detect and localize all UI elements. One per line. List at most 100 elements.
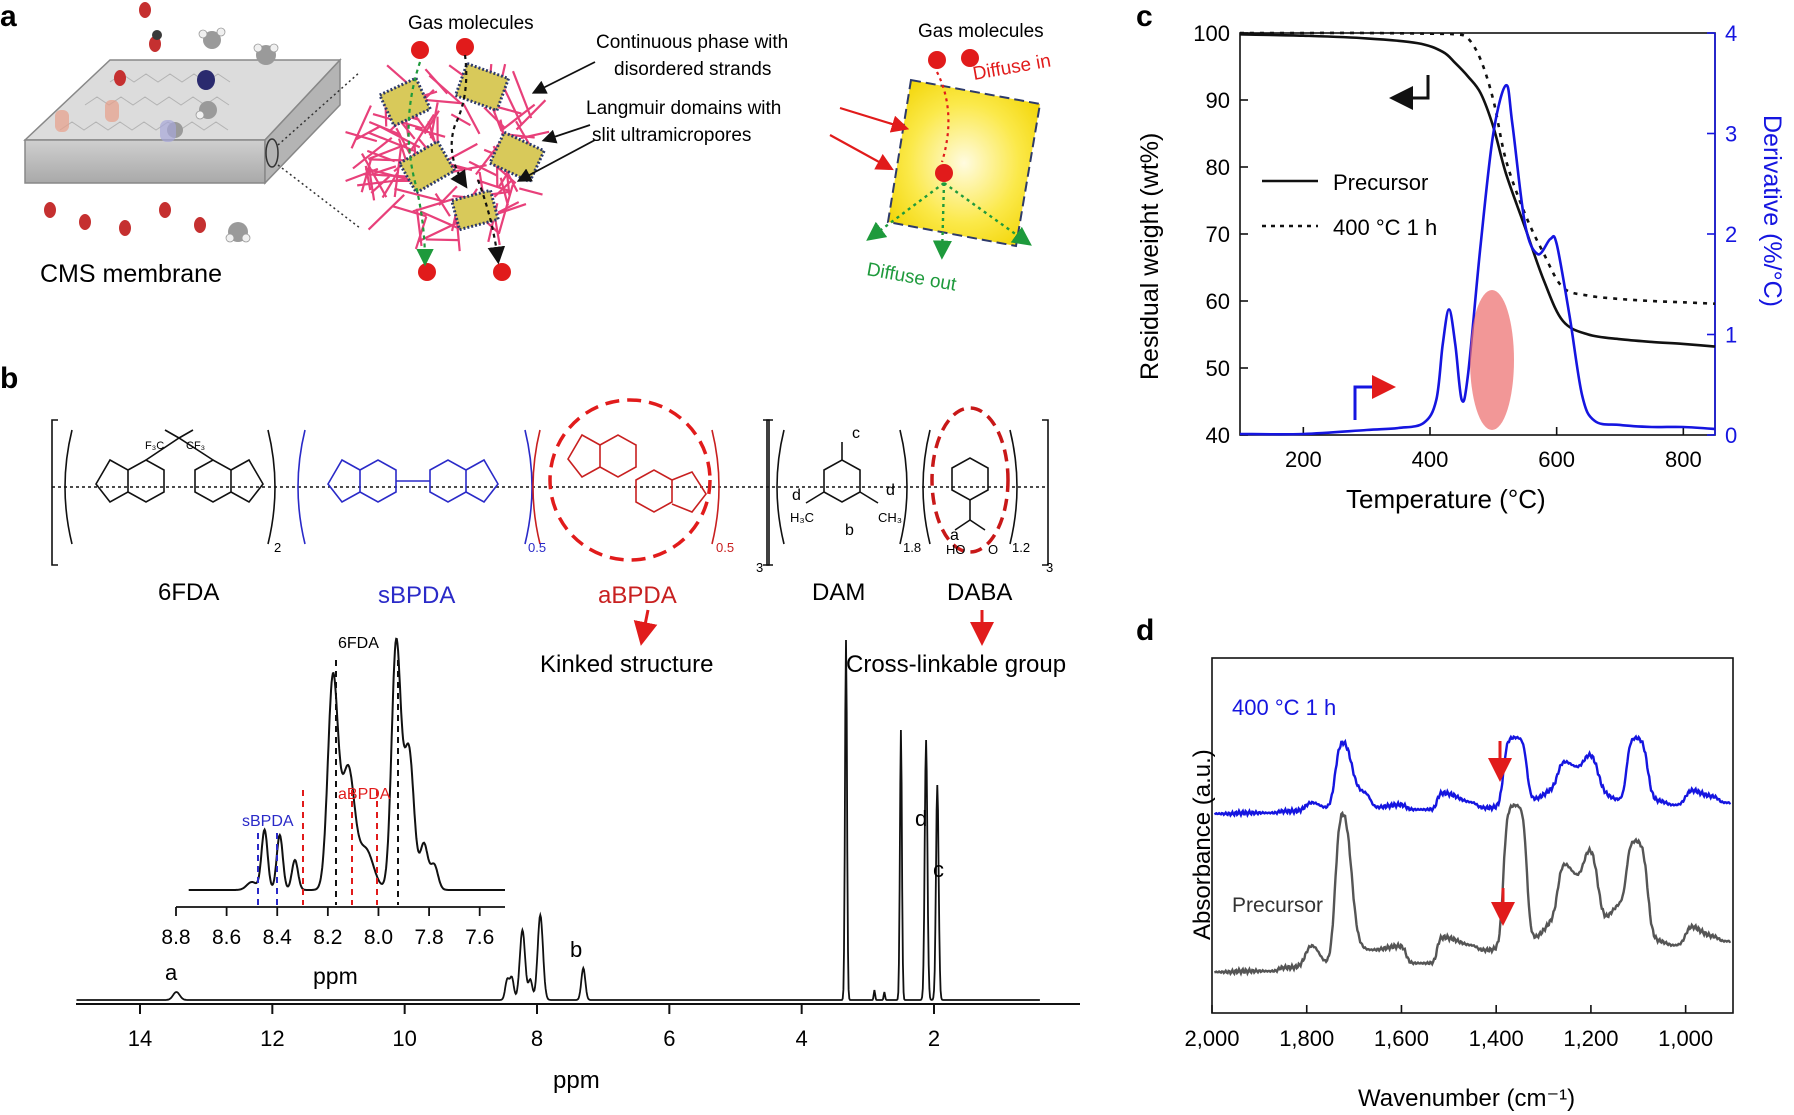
strand-segment <box>462 102 481 135</box>
nmr-tick-label: 8 <box>531 1026 543 1051</box>
nmr-tick-label: 10 <box>392 1026 416 1051</box>
inset-label-abpda: aBPDA <box>338 786 391 803</box>
strand-segment <box>497 203 527 215</box>
tga-axes: 200 400 600 800 40 50 60 70 80 90 100 0 1 2 3 4 <box>1193 21 1737 472</box>
tga-highlight-ellipse <box>1470 290 1514 430</box>
continuous-phase-label-1: Continuous phase with <box>596 32 788 53</box>
struct-sub-05b: 0.5 <box>716 540 734 555</box>
strand-segment <box>495 105 522 115</box>
structure-6fda <box>64 429 276 545</box>
inset-label-6fda: 6FDA <box>338 635 379 652</box>
nmr-peak-b: b <box>570 937 582 962</box>
langmuir-label-1: Langmuir domains with <box>586 98 781 119</box>
struct-label-b: b <box>845 522 854 539</box>
ftir-plot-frame <box>1211 657 1734 1014</box>
ftir-x-label: Wavenumber (cm⁻¹) <box>1358 1085 1575 1112</box>
structure-dam <box>776 429 908 545</box>
strand-segment <box>450 113 471 127</box>
strand-segment <box>425 98 463 105</box>
nmr-tick-label: 4 <box>796 1026 808 1051</box>
nmr-inset: 8.8 8.6 8.4 8.2 8.0 7.8 7.6 ppm 6FDA aBPDA sBP… <box>161 635 505 989</box>
inset-tick-label: 7.6 <box>465 926 494 949</box>
tga-x-tick-label: 600 <box>1538 447 1575 472</box>
gas-molecule-icons <box>44 2 279 243</box>
strand-segment <box>393 148 402 198</box>
ftir-x-tick-label: 1,400 <box>1469 1026 1524 1051</box>
cross-linkable-label: Cross-linkable group <box>846 651 1066 678</box>
ftir-series <box>1213 734 1732 977</box>
strand-segment <box>363 173 409 178</box>
cms-membrane-label: CMS membrane <box>40 260 222 288</box>
strand-segment <box>497 184 514 235</box>
tga-x-tick-label: 400 <box>1412 447 1449 472</box>
strand-segment <box>395 127 411 155</box>
tga-y-tick-label: 90 <box>1206 88 1230 113</box>
strand-segment <box>428 74 461 104</box>
tga-y-tick-label: 50 <box>1206 356 1230 381</box>
struct-label-d1: d <box>792 487 801 504</box>
strand-segment <box>520 130 550 140</box>
ftir-label-precursor: Precursor <box>1232 894 1323 917</box>
strand-segment <box>350 105 372 149</box>
nmr-spectrum: 14 12 10 8 6 4 2 ppm a b d c <box>76 639 1080 1094</box>
strand-segment <box>414 216 428 250</box>
inset-tick-label: 8.6 <box>212 926 241 949</box>
gas-molecules-label-1: Gas molecules <box>408 13 534 34</box>
nmr-x-label: ppm <box>553 1067 600 1094</box>
panel-c-letter: c <box>1136 0 1153 33</box>
nmr-peak-a: a <box>165 960 178 985</box>
strand-segment <box>368 120 401 136</box>
ftir-y-label: Absorbance (a.u.) <box>1189 749 1216 940</box>
struct-h3c: H₃C <box>790 510 814 525</box>
strand-segment <box>499 177 510 206</box>
ftir-x-tick-label: 2,000 <box>1184 1026 1239 1051</box>
tga-y-tick-label: 80 <box>1206 155 1230 180</box>
tga-series-2 <box>1239 83 1716 436</box>
strand-segment <box>371 165 397 176</box>
struct-ch3: CH₃ <box>878 510 902 525</box>
ftir-x-tick-label: 1,200 <box>1563 1026 1618 1051</box>
tga-y2-tick-label: 3 <box>1725 122 1737 147</box>
monomer-daba: DABA <box>947 579 1012 606</box>
polyimide-structure <box>51 398 1049 566</box>
tga-series <box>1239 31 1716 436</box>
nmr-tick-label: 14 <box>128 1026 152 1051</box>
monomer-dam: DAM <box>812 579 865 606</box>
tga-y-tick-label: 100 <box>1193 21 1230 46</box>
nmr-inset-trace <box>188 637 505 891</box>
inset-tick-label: 8.2 <box>313 926 342 949</box>
tga-y2-tick-label: 2 <box>1725 222 1737 247</box>
strand-segment <box>345 131 378 143</box>
monomer-abpda: aBPDA <box>598 582 677 609</box>
strand-segment <box>497 201 520 214</box>
panel-b-letter: b <box>0 362 18 395</box>
struct-sub-05a: 0.5 <box>528 540 546 555</box>
kinked-structure-label: Kinked structure <box>540 651 713 678</box>
struct-sub-3b: 3 <box>1046 560 1053 575</box>
struct-cf3-b: CF₃ <box>186 440 205 452</box>
ftir-x-tick-label: 1,800 <box>1279 1026 1334 1051</box>
nmr-tick-label: 6 <box>663 1026 675 1051</box>
ftir-series-0 <box>1213 734 1732 819</box>
nmr-inset-ticks: 8.8 8.6 8.4 8.2 8.0 7.8 7.6 <box>161 907 494 949</box>
strand-segment <box>367 194 405 231</box>
inset-tick-label: 8.4 <box>263 926 293 949</box>
monomer-sbpda: sBPDA <box>378 582 455 609</box>
tga-y2-tick-label: 1 <box>1725 323 1737 348</box>
polymer-network-illustration: Gas molecules Continuous phase with diso… <box>345 13 788 281</box>
strand-segment <box>394 187 443 203</box>
struct-o: O <box>988 542 998 557</box>
strand-segment <box>415 208 423 247</box>
tga-y2-label: Derivative (%/°C) <box>1758 115 1786 307</box>
diffuse-in-label: Diffuse in <box>971 51 1052 85</box>
panel-d: d 2,000 1,800 1,600 1,400 1,200 1,000 400 °C … <box>1136 614 1734 1112</box>
strand-segment <box>425 238 459 242</box>
single-domain-illustration: Gas molecules Diffuse in Diffuse out <box>829 21 1053 296</box>
tga-x-tick-label: 800 <box>1665 447 1702 472</box>
inset-tick-label: 8.0 <box>364 926 393 949</box>
left-axis-indicator-arrow <box>1389 75 1430 110</box>
tga-series-0 <box>1239 33 1716 348</box>
strand-segment <box>409 113 435 152</box>
tga-x-label: Temperature (°C) <box>1346 484 1546 514</box>
strand-segment <box>345 167 379 182</box>
